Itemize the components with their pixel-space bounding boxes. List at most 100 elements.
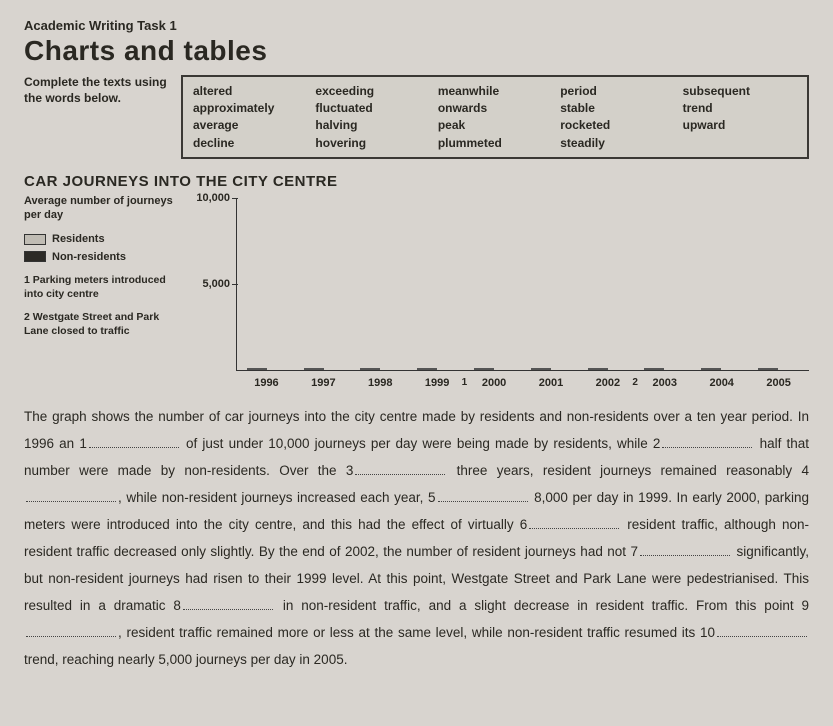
chart-area: Average number of journeys per day Resid… [24,194,809,389]
blank-1[interactable] [89,447,179,448]
x-label: 1999 [411,377,464,389]
blank-8[interactable] [183,609,273,610]
blank-5[interactable] [438,501,528,502]
bar-residents [644,368,664,370]
word-item: stable [560,100,674,116]
legend-residents: Residents [24,232,184,246]
x-marker: 1 [462,377,468,388]
x-label: 12000 [468,377,521,389]
x-label: 1996 [240,377,293,389]
chart-title: CAR JOURNEYS INTO THE CITY CENTRE [24,173,809,190]
para-seg-9: in non-resident traffic, and a slight de… [275,598,809,613]
year-group [468,368,521,370]
word-item: subsequent [683,83,797,99]
bar-residents [360,368,380,370]
x-label: 1997 [297,377,350,389]
x-label: 2002 [581,377,634,389]
word-item: steadily [560,135,674,151]
x-label: 2005 [752,377,805,389]
word-box: alteredapproximatelyaverage decline exceed… [181,75,809,159]
blank-4[interactable] [26,501,116,502]
para-seg-2: of just under 10,000 journeys per day we… [181,436,661,451]
bar-residents [701,368,721,370]
legend-swatch-residents [24,234,46,245]
x-label: 22003 [638,377,691,389]
top-row: Complete the texts using the words below… [24,75,809,159]
legend-swatch-nonresidents [24,251,46,262]
bar-residents [758,368,778,370]
x-labels: 1996 1997 1998 1999 12000 20012002 22003 2004 20… [236,377,809,389]
instruction-text: Complete the texts using the words below… [24,75,169,106]
year-group [298,368,351,370]
word-item: average [193,117,307,133]
blank-6[interactable] [529,528,619,529]
x-label: 2004 [695,377,748,389]
chart-note-2: 2 Westgate Street and Park Lane closed t… [24,311,184,338]
bar-residents [304,368,324,370]
legend-label-nonresidents: Non-residents [52,250,126,264]
word-item: altered [193,83,307,99]
word-item: meanwhile [438,83,552,99]
year-group [582,368,635,370]
word-item: trend [683,100,797,116]
year-group [695,368,748,370]
year-group [355,368,408,370]
x-marker: 2 [632,377,638,388]
word-item: upward [683,117,797,133]
bars-row [237,198,809,370]
para-seg-11: trend, reaching nearly 5,000 journeys pe… [24,652,347,667]
main-title: Charts and tables [24,35,809,67]
para-seg-4: three years, resident journeys remained … [447,463,809,478]
word-item: approximately [193,100,307,116]
note-1-text: Parking meters introduced into city cent… [24,274,166,300]
word-item: exceeding [315,83,429,99]
chart-legend-area: Average number of journeys per day Resid… [24,194,184,389]
bar-residents [247,368,267,370]
y-axis: 10,000 5,000 [194,194,234,371]
year-group [752,368,805,370]
blank-9[interactable] [26,636,116,637]
word-item: fluctuated [315,100,429,116]
word-col: meanwhileonwardspeak plummeted [438,83,552,151]
word-col: exceedingfluctuatedhalving hovering [315,83,429,151]
plot-inner [236,198,809,371]
blank-10[interactable] [717,636,807,637]
year-group [241,368,294,370]
x-label: 1998 [354,377,407,389]
chart-note-1: 1 Parking meters introduced into city ce… [24,274,184,301]
word-item: rocketed [560,117,674,133]
x-label: 2001 [525,377,578,389]
para-seg-5: , while non-resident journeys increased … [118,490,436,505]
chart-subtitle: Average number of journeys per day [24,194,184,223]
bar-residents [417,368,437,370]
legend-nonresidents: Non-residents [24,250,184,264]
legend-label-residents: Residents [52,232,105,246]
note-2-text: Westgate Street and Park Lane closed to … [24,311,159,337]
year-group [411,368,464,370]
chart-plot: 10,0005,000 1996199719981999120002001200… [194,194,809,389]
task-label: Academic Writing Task 1 [24,18,809,33]
word-col: subsequenttrendupward [683,83,797,151]
note-2-number: 2 [24,311,30,323]
blank-7[interactable] [640,555,730,556]
y-tick-label: 5,000 [202,278,230,290]
word-item: decline [193,135,307,151]
word-item: plummeted [438,135,552,151]
blank-2[interactable] [662,447,752,448]
word-col: alteredapproximatelyaverage decline [193,83,307,151]
word-item: peak [438,117,552,133]
blank-3[interactable] [355,474,445,475]
word-item: hovering [315,135,429,151]
y-tick-label: 10,000 [196,192,230,204]
year-group [639,368,692,370]
bar-residents [531,368,551,370]
word-item: onwards [438,100,552,116]
note-1-number: 1 [24,274,30,286]
word-col: periodstablerocketed steadily [560,83,674,151]
para-seg-10: , resident traffic remained more or less… [118,625,715,640]
gap-fill-paragraph: The graph shows the number of car journe… [24,403,809,673]
bar-residents [474,368,494,370]
year-group [525,368,578,370]
word-item: halving [315,117,429,133]
word-item: period [560,83,674,99]
